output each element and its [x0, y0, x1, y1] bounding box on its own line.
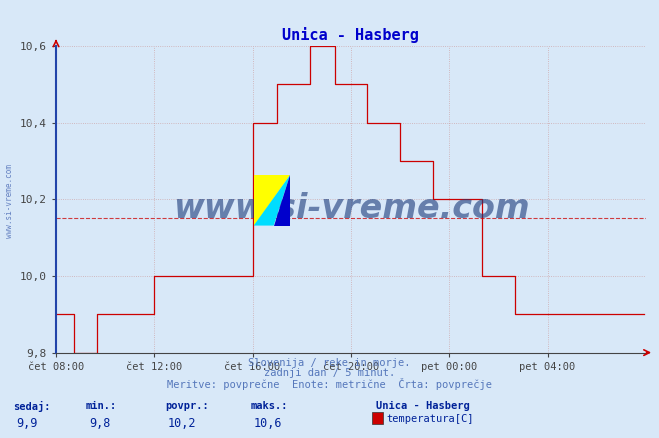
Polygon shape [254, 175, 290, 226]
Text: Slovenija / reke in morje.: Slovenija / reke in morje. [248, 358, 411, 368]
Text: Unica - Hasberg: Unica - Hasberg [376, 401, 469, 411]
Text: zadnji dan / 5 minut.: zadnji dan / 5 minut. [264, 368, 395, 378]
Text: min.:: min.: [86, 401, 117, 411]
Text: povpr.:: povpr.: [165, 401, 208, 411]
Text: www.si-vreme.com: www.si-vreme.com [173, 192, 529, 225]
Text: 10,6: 10,6 [254, 417, 282, 430]
Text: Meritve: povprečne  Enote: metrične  Črta: povprečje: Meritve: povprečne Enote: metrične Črta:… [167, 378, 492, 389]
Text: 9,9: 9,9 [16, 417, 38, 430]
Text: maks.:: maks.: [250, 401, 288, 411]
Text: 9,8: 9,8 [89, 417, 110, 430]
Text: sedaj:: sedaj: [13, 401, 51, 412]
Polygon shape [254, 175, 290, 226]
Text: temperatura[C]: temperatura[C] [387, 414, 474, 424]
Text: 10,2: 10,2 [168, 417, 196, 430]
Title: Unica - Hasberg: Unica - Hasberg [283, 28, 419, 43]
Polygon shape [273, 175, 290, 226]
Text: www.si-vreme.com: www.si-vreme.com [5, 165, 14, 238]
